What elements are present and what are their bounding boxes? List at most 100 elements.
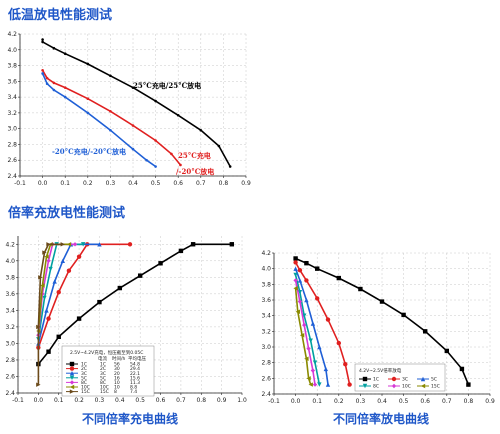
data-point-1C [466, 382, 471, 387]
legend-title: 4.2V~2.5V倍率放电 [359, 367, 402, 374]
data-point-10C [302, 322, 307, 328]
data-point-5C [48, 266, 53, 272]
x-tick-label: 0.8 [219, 180, 229, 187]
data-point-1 [41, 38, 44, 41]
data-point-3 [41, 72, 44, 75]
legend-marker-8C [69, 380, 75, 385]
data-point-1C [158, 261, 163, 266]
y-tick-label: 2.8 [261, 360, 271, 367]
data-point-2 [154, 139, 157, 142]
annotation-25c: 25°C充电/25°C放电 [133, 81, 201, 90]
data-point-1C [336, 275, 341, 281]
legend-label-15C: 15C [431, 384, 440, 390]
legend-label-8C: 8C [373, 384, 379, 390]
data-point-8C [72, 242, 78, 247]
y-tick-label: 2.6 [261, 375, 271, 382]
data-point-2C [66, 268, 72, 273]
legend-label-3C: 3C [402, 377, 408, 383]
data-point-8C [302, 313, 307, 318]
y-tick-label: 2.4 [5, 390, 15, 397]
y-tick-label: 2.4 [261, 391, 271, 398]
y-tick-label: 4.0 [7, 47, 17, 54]
legend-cell-time: 10 [114, 380, 120, 386]
data-point-3C [325, 317, 331, 322]
legend-box [61, 345, 155, 397]
data-point-1C [293, 256, 298, 261]
x-tick-label: 0.6 [156, 397, 166, 404]
x-tick-label: 0.5 [135, 397, 145, 404]
legend-cell-time: 8 [114, 389, 117, 395]
y-tick-label: 3.6 [261, 297, 271, 304]
legend-cell-current: 5C [100, 375, 106, 381]
data-point-3C [293, 260, 298, 265]
data-point-1C [379, 299, 385, 304]
legend-cell-current: 15C [100, 389, 109, 395]
data-point-15C [42, 250, 47, 255]
legend-cell-voltage: 15.6 [130, 375, 140, 381]
data-point-10C [306, 346, 311, 351]
legend-marker-10C [69, 384, 75, 390]
data-point-1C [304, 260, 309, 266]
data-point-1C [444, 348, 449, 354]
data-point-3C [315, 296, 320, 301]
data-point-2 [170, 152, 173, 156]
heading-rate: 倍率充放电性能测试 [8, 206, 126, 221]
data-point-15C [38, 275, 43, 280]
data-point-8C [293, 272, 298, 278]
y-tick-label: 3.8 [261, 281, 271, 288]
data-point-1C [97, 299, 102, 305]
data-point-5C [80, 242, 86, 247]
data-point-3C [347, 382, 352, 387]
data-point-10C [297, 299, 303, 304]
legend-label-5C: 5C [81, 375, 87, 381]
data-point-15C [36, 324, 41, 330]
series-line-2 [41, 69, 182, 166]
data-point-2 [86, 97, 90, 100]
data-point-15C [306, 376, 311, 381]
x-tick-label: 0.7 [196, 180, 206, 187]
y-tick-label: 3.2 [261, 328, 271, 335]
data-point-3 [154, 165, 157, 168]
legend-cell-voltage: 7.4 [130, 389, 137, 395]
legend-label-15C: 15C [81, 389, 90, 395]
data-point-1 [52, 46, 56, 50]
data-point-1C [423, 329, 428, 334]
legend-label-1C: 1C [373, 377, 379, 383]
legend-cell-current: 2C [100, 366, 106, 372]
legend-cell-current: 3C [100, 371, 106, 377]
data-point-1 [131, 86, 135, 89]
data-point-1C [401, 312, 406, 318]
data-point-1C [117, 285, 123, 291]
data-point-1C [315, 266, 320, 271]
caption-discharge-curves: 不同倍率放电曲线 [333, 412, 430, 426]
y-tick-label: 3.4 [261, 313, 271, 320]
legend-marker-1C [69, 361, 75, 367]
x-tick-label: 1.0 [237, 397, 247, 404]
data-point-3C [44, 308, 49, 313]
chart-3: -0.1 0.0 0.1 0.2 0.3 0.4 0.5 0.6 0.7 0.8 0.9 2.4 2.6… [261, 250, 494, 405]
legend-cell-time: 56 [114, 362, 120, 368]
data-point-3 [109, 128, 112, 132]
chart-1: -0.1 0.0 0.1 0.2 0.3 0.4 0.5 0.6 0.7 0.8 0.9 2.4 2.6… [7, 31, 250, 187]
data-point-3 [45, 82, 49, 85]
legend-header-current: 电流 [98, 355, 107, 362]
legend-label-1C: 1C [81, 362, 87, 368]
legend-discharge: 4.2V~2.5V倍率放电 1C 3C 5C 8C 10C 15C [354, 363, 446, 392]
y-tick-label: 2.8 [7, 141, 17, 148]
data-point-3C [52, 279, 57, 284]
data-point-3C [304, 278, 309, 283]
legend-marker-15C [420, 383, 426, 389]
x-tick-label: 0.3 [95, 397, 105, 404]
data-point-1 [41, 40, 44, 44]
legend-cell-current: 1C [100, 362, 106, 368]
data-point-1 [63, 52, 67, 56]
x-tick-label: 0.4 [377, 398, 387, 405]
y-tick-label: 3.8 [7, 63, 17, 70]
data-point-2C [127, 242, 133, 247]
legend-cell-voltage: 8.8 [130, 385, 137, 391]
data-point-1C [358, 286, 363, 292]
legend-cell-voltage: 11.3 [130, 380, 140, 386]
legend-cell-time: 20 [114, 371, 120, 377]
data-point-3C [60, 258, 65, 263]
y-tick-label: 3.6 [5, 291, 15, 298]
